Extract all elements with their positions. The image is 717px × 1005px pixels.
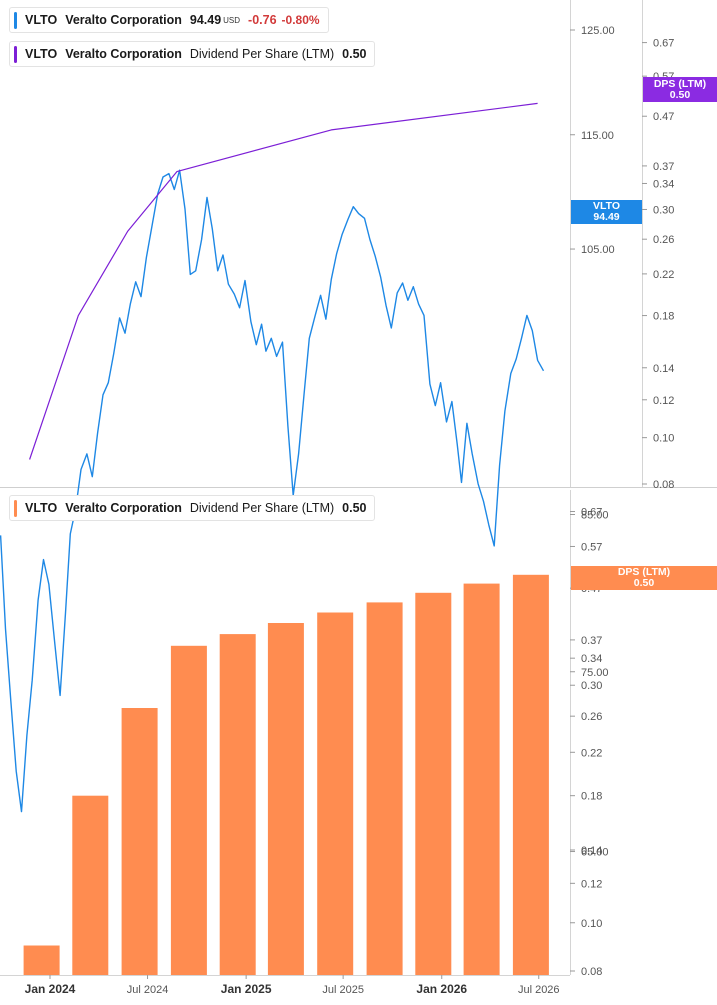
dps-axis-bottom-tick-label: 0.14 bbox=[581, 845, 602, 857]
legend-dps-bottom-company: Veralto Corporation bbox=[65, 501, 182, 515]
time-axis-label: Jul 2024 bbox=[127, 984, 169, 996]
time-axis-label: Jan 2026 bbox=[416, 982, 467, 996]
price-axis-tick-label: 105.00 bbox=[581, 244, 615, 256]
dps-axis-top-tick-label: 0.22 bbox=[653, 269, 674, 281]
dps-axis-top-tick-label: 0.18 bbox=[653, 311, 674, 323]
dps-tag-bottom[interactable]: DPS (LTM) 0.50 bbox=[571, 566, 717, 590]
dps-axis-top-tick-label: 0.47 bbox=[653, 111, 674, 123]
dps-tag-top[interactable]: DPS (LTM) 0.50 bbox=[643, 77, 717, 102]
dps-axis-bottom-tick-label: 0.37 bbox=[581, 635, 602, 647]
legend-dps-top-company: Veralto Corporation bbox=[65, 47, 182, 61]
dps-axis-top-tick-label: 0.67 bbox=[653, 38, 674, 50]
dps-axis-bottom-tick-label: 0.12 bbox=[581, 878, 602, 890]
dps-axis-top-tick-label: 0.08 bbox=[653, 479, 674, 491]
legend-dps-top-swatch bbox=[14, 45, 17, 63]
dps-tag-top-label: DPS (LTM) bbox=[653, 77, 707, 90]
legend-price-swatch bbox=[14, 11, 17, 29]
dps-bar[interactable] bbox=[72, 795, 109, 975]
legend-price[interactable]: VLTO Veralto Corporation 94.49 USD -0.76… bbox=[9, 7, 329, 33]
time-axis: Jan 2024 Jul 2024 Jan 2025 Jul 2025 Jan 2026… bbox=[25, 975, 560, 996]
dps-axis-bottom-tick-label: 0.10 bbox=[581, 918, 602, 930]
dps-tag-bottom-value: 0.50 bbox=[633, 577, 655, 589]
price-axis: 125.00 115.00 105.00 85.00 75.00 65.00 bbox=[570, 25, 615, 859]
legend-price-change-pct: -0.80% bbox=[281, 13, 320, 27]
legend-price-change: -0.76 bbox=[248, 13, 277, 27]
price-axis-tick-label: 65.00 bbox=[581, 847, 609, 859]
time-axis-label: Jul 2025 bbox=[322, 984, 364, 996]
dps-axis-top-tick-label: 0.12 bbox=[653, 395, 674, 407]
legend-dps-top[interactable]: VLTO Veralto Corporation Dividend Per Sh… bbox=[9, 41, 376, 67]
dps-axis-top-tick-label: 0.14 bbox=[653, 363, 674, 375]
dps-axis-bottom-tick-label: 0.34 bbox=[581, 653, 602, 665]
dps-axis-top-tick-label: 0.30 bbox=[653, 204, 674, 216]
dps-bar[interactable] bbox=[23, 945, 60, 976]
price-series-line[interactable] bbox=[0, 169, 545, 813]
dps-series-line[interactable] bbox=[29, 102, 538, 460]
dps-bar[interactable] bbox=[366, 602, 403, 975]
dps-axis-bottom-tick-label: 0.18 bbox=[581, 791, 602, 803]
dps-bar[interactable] bbox=[415, 592, 452, 975]
price-tag-value: 94.49 bbox=[593, 211, 620, 223]
legend-dps-bottom-value: 0.50 bbox=[342, 501, 367, 515]
dps-axis-top-tick-label: 0.26 bbox=[653, 234, 674, 246]
dps-axis-top-tick-label: 0.37 bbox=[653, 161, 674, 173]
top-plot-area[interactable] bbox=[0, 102, 545, 813]
legend-dps-top-value: 0.50 bbox=[342, 47, 367, 61]
legend-dps-bottom-ticker: VLTO bbox=[25, 501, 58, 515]
legend-dps-top-ticker: VLTO bbox=[25, 47, 58, 61]
dps-axis-bottom-tick-label: 0.08 bbox=[581, 966, 602, 978]
time-axis-label: Jul 2026 bbox=[518, 984, 560, 996]
dps-bar[interactable] bbox=[317, 612, 354, 976]
dps-axis-top-tick-label: 0.10 bbox=[653, 433, 674, 445]
dps-bar[interactable] bbox=[170, 645, 207, 975]
dps-axis-bottom-tick-label: 0.22 bbox=[581, 747, 602, 759]
price-axis-tick-label: 125.00 bbox=[581, 25, 615, 37]
legend-price-ticker: VLTO bbox=[25, 13, 58, 27]
time-axis-label: Jan 2024 bbox=[25, 982, 76, 996]
legend-dps-bottom[interactable]: VLTO Veralto Corporation Dividend Per Sh… bbox=[9, 495, 376, 521]
legend-price-company: Veralto Corporation bbox=[65, 13, 182, 27]
dps-bar[interactable] bbox=[219, 634, 256, 975]
price-axis-tick-label: 115.00 bbox=[581, 130, 614, 142]
legend-price-value: 94.49 bbox=[189, 13, 222, 27]
dps-bar[interactable] bbox=[463, 583, 500, 975]
legend-dps-bottom-swatch bbox=[14, 499, 17, 517]
dps-bar[interactable] bbox=[512, 574, 549, 975]
legend-price-currency: USD bbox=[223, 15, 241, 25]
legend-dps-top-metric: Dividend Per Share (LTM) bbox=[189, 47, 335, 61]
dps-tag-bottom-label: DPS (LTM) bbox=[617, 566, 671, 578]
price-axis-tick-label: 85.00 bbox=[581, 510, 609, 522]
price-axis-tick-label: 75.00 bbox=[581, 667, 609, 679]
legend-dps-bottom-metric: Dividend Per Share (LTM) bbox=[189, 501, 335, 515]
dps-axis-bottom-tick-label: 0.57 bbox=[581, 541, 602, 553]
dps-bar[interactable] bbox=[121, 708, 158, 975]
price-tag-label: VLTO bbox=[592, 200, 621, 212]
dps-axis-top: 0.670.570.470.370.340.300.260.220.180.14… bbox=[642, 38, 674, 491]
dps-axis-bottom-tick-label: 0.30 bbox=[581, 680, 602, 692]
dps-axis-bottom-tick-label: 0.26 bbox=[581, 711, 602, 723]
dps-axis-bottom-tick-label: 0.67 bbox=[581, 507, 602, 519]
dps-bar[interactable] bbox=[267, 623, 304, 975]
price-tag[interactable]: VLTO 94.49 bbox=[571, 200, 642, 224]
time-axis-label: Jan 2025 bbox=[221, 982, 272, 996]
dps-axis-top-tick-label: 0.34 bbox=[653, 178, 674, 190]
bar-plot-area[interactable] bbox=[23, 574, 549, 976]
dps-tag-top-value: 0.50 bbox=[669, 88, 691, 101]
